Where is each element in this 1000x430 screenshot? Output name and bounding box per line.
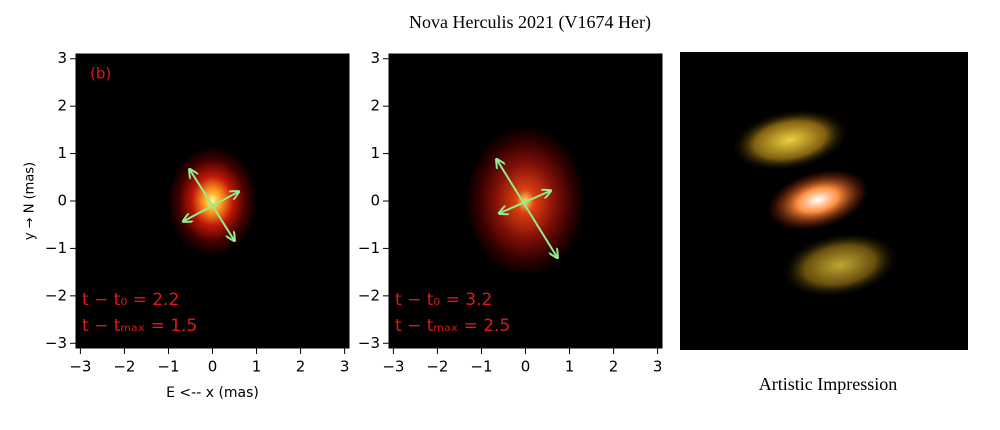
x-tick-label: −1 xyxy=(157,358,179,376)
x-tick-label: 2 xyxy=(609,358,619,376)
artwork: Artistic Impression xyxy=(680,52,968,394)
annotation: t − tₘₐₓ = 1.5 xyxy=(82,316,197,336)
y-axis-label: y → N (mas) xyxy=(23,162,38,240)
x-axis-label: E <-- x (mas) xyxy=(166,385,259,401)
artwork-caption: Artistic Impression xyxy=(759,374,897,394)
arrows xyxy=(184,160,557,257)
y-tick-label: 0 xyxy=(57,192,67,210)
x-tick-label: 2 xyxy=(296,358,306,376)
y-tick-label: −1 xyxy=(45,239,67,257)
x-tick-label: −2 xyxy=(113,358,135,376)
y-tick-label: −2 xyxy=(45,286,67,304)
x-tick-label: −3 xyxy=(69,358,91,376)
annotation: t − tₘₐₓ = 2.5 xyxy=(395,316,510,336)
y-tick-label: −2 xyxy=(358,286,380,304)
x-tick-label: 1 xyxy=(565,358,575,376)
x-tick-label: 0 xyxy=(521,358,531,376)
figure-title: Nova Herculis 2021 (V1674 Her) xyxy=(409,12,651,33)
y-tick-label: 3 xyxy=(57,49,67,67)
x-tick-label: 3 xyxy=(340,358,350,376)
y-tick-label: 0 xyxy=(370,192,380,210)
x-tick-label: 3 xyxy=(653,358,663,376)
y-tick-label: 3 xyxy=(370,49,380,67)
x-tick-label: −1 xyxy=(470,358,492,376)
x-tick-label: 0 xyxy=(208,358,218,376)
x-tick-label: −2 xyxy=(426,358,448,376)
y-tick-label: 2 xyxy=(57,97,67,115)
y-tick-label: 1 xyxy=(57,144,67,162)
y-tick-label: −3 xyxy=(358,334,380,352)
y-tick-label: 2 xyxy=(370,97,380,115)
y-tick-label: −3 xyxy=(45,334,67,352)
x-tick-label: −3 xyxy=(382,358,404,376)
annotation: t − t₀ = 3.2 xyxy=(395,290,492,310)
heatmap-emission xyxy=(167,146,258,256)
x-tick-label: 1 xyxy=(252,358,262,376)
y-tick-label: 1 xyxy=(370,144,380,162)
annotation: t − t₀ = 2.2 xyxy=(82,290,179,310)
y-tick-label: −1 xyxy=(358,239,380,257)
panel-label: (b) xyxy=(90,65,111,83)
